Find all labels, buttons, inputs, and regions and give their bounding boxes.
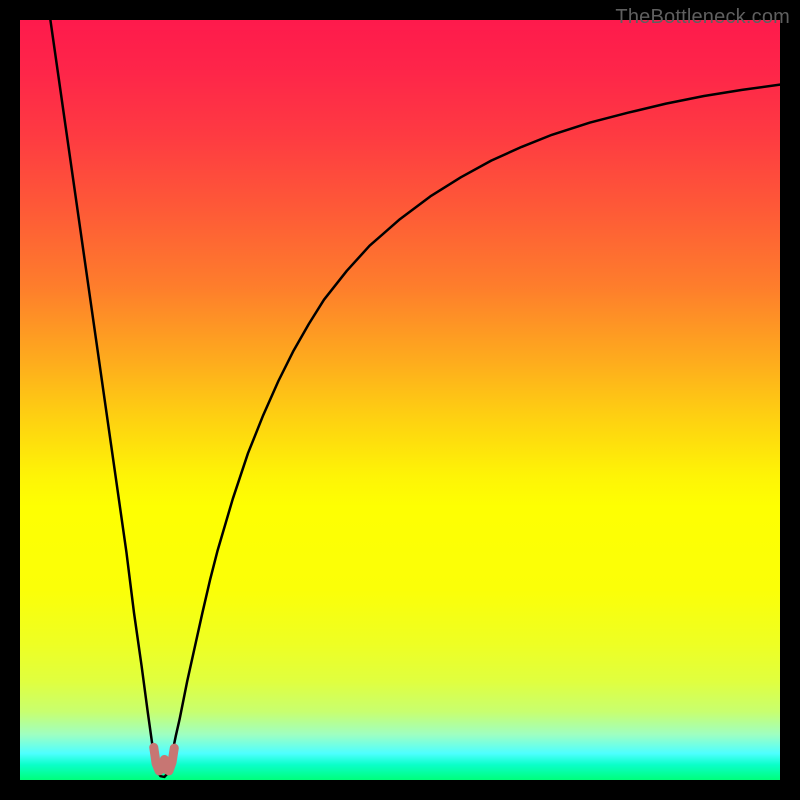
watermark-text: TheBottleneck.com (615, 6, 790, 29)
bottleneck-chart-svg (20, 20, 780, 780)
plot-area (20, 20, 780, 780)
chart-frame: TheBottleneck.com (0, 0, 800, 800)
gradient-background (20, 20, 780, 780)
